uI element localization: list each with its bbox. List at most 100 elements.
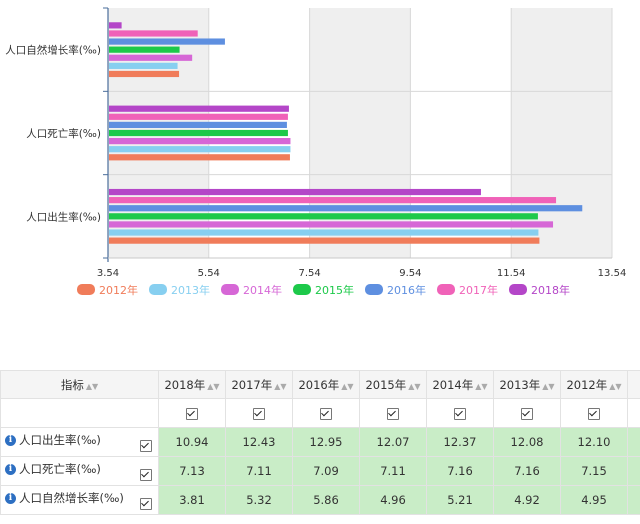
column-checkbox[interactable]	[387, 407, 399, 420]
column-checkbox[interactable]	[320, 407, 332, 420]
value-cell-overflow	[627, 485, 640, 515]
value-cell: 7.16	[493, 456, 561, 486]
grid-band	[309, 8, 411, 258]
bar	[109, 197, 557, 204]
table-row: i 人口出生率(‰) 10.94 12.43 12.95 12.07 12.37 …	[0, 427, 640, 457]
bar	[109, 205, 583, 212]
row-name-cell: i 人口死亡率(‰)	[0, 456, 159, 486]
legend-label: 2012年	[99, 283, 138, 297]
bar	[109, 229, 539, 236]
bar	[109, 138, 291, 145]
bar	[109, 70, 180, 78]
legend-swatch	[221, 284, 239, 295]
bar	[109, 154, 290, 161]
sort-icon[interactable]: ▲▼	[341, 381, 354, 391]
category-label: 人口出生率(‰)	[26, 210, 101, 223]
value-cell: 5.32	[225, 485, 293, 515]
x-tick-label: 13.54	[598, 268, 627, 279]
bar	[109, 188, 481, 196]
empty-cell	[627, 398, 640, 428]
x-tick-label: 3.54	[97, 268, 119, 279]
legend-label: 2017年	[459, 283, 498, 297]
row-checkbox[interactable]	[140, 469, 152, 481]
bar	[109, 54, 193, 61]
bar	[109, 22, 122, 29]
sort-icon[interactable]: ▲▼	[408, 381, 421, 391]
info-icon[interactable]: i	[5, 464, 16, 475]
bar	[109, 105, 289, 112]
column-checkbox-cell	[292, 398, 360, 428]
chart-svg: 人口自然增长率(‰) 人口死亡率(‰) 人口出生率(‰) 3.54 5.54 7.54 9.…	[5, 7, 627, 297]
column-checkbox[interactable]	[186, 407, 198, 420]
bar	[109, 146, 291, 153]
legend-label: 2018年	[531, 283, 570, 297]
row-name: 人口自然增长率(‰)	[19, 491, 124, 505]
table-row: i 人口自然增长率(‰) 3.81 5.32 5.86 4.96 5.21 4.9…	[0, 485, 640, 515]
year-label: 2013年	[499, 377, 541, 392]
header-year-2[interactable]: 2016年 ▲▼	[292, 370, 360, 399]
x-tick-label: 5.54	[198, 268, 220, 279]
value-cell: 3.81	[158, 485, 226, 515]
value-cell: 10.94	[158, 427, 226, 457]
data-table: 指标 ▲▼ 2018年 ▲▼ 2017年 ▲▼ 2016年 ▲▼ 2015年 ▲▼ 201…	[0, 370, 640, 515]
header-indicator[interactable]: 指标 ▲▼	[0, 370, 159, 399]
header-year-4[interactable]: 2014年 ▲▼	[426, 370, 494, 399]
info-icon[interactable]: i	[5, 435, 16, 446]
legend-swatch	[149, 284, 167, 295]
row-name-cell: i 人口出生率(‰)	[0, 427, 159, 457]
bar	[109, 221, 554, 228]
bar	[109, 237, 540, 244]
column-checkbox-cell	[560, 398, 628, 428]
bar	[109, 38, 225, 45]
bar	[109, 62, 178, 69]
legend-swatch	[437, 284, 455, 295]
year-label: 2015年	[365, 377, 407, 392]
column-checkbox[interactable]	[588, 407, 600, 420]
sort-icon[interactable]: ▲▼	[85, 381, 99, 391]
bar	[109, 46, 180, 53]
bar	[109, 30, 198, 37]
year-label: 2012年	[566, 377, 608, 392]
value-cell: 12.07	[359, 427, 427, 457]
header-overflow	[627, 370, 640, 399]
category-label: 人口死亡率(‰)	[26, 127, 101, 140]
bar	[109, 213, 538, 220]
value-cell: 5.86	[292, 485, 360, 515]
value-cell: 12.95	[292, 427, 360, 457]
header-year-1[interactable]: 2017年 ▲▼	[225, 370, 293, 399]
header-year-3[interactable]: 2015年 ▲▼	[359, 370, 427, 399]
column-checkbox[interactable]	[454, 407, 466, 420]
info-icon[interactable]: i	[5, 493, 16, 504]
header-year-5[interactable]: 2013年 ▲▼	[493, 370, 561, 399]
year-label: 2016年	[298, 377, 340, 392]
header-year-6[interactable]: 2012年 ▲▼	[560, 370, 628, 399]
value-cell: 12.10	[560, 427, 628, 457]
category-label: 人口自然增长率(‰)	[5, 44, 101, 57]
row-checkbox[interactable]	[140, 440, 152, 452]
legend-label: 2014年	[243, 283, 282, 297]
table-row: i 人口死亡率(‰) 7.13 7.11 7.09 7.11 7.16 7.16 …	[0, 456, 640, 486]
header-year-0[interactable]: 2018年 ▲▼	[158, 370, 226, 399]
row-checkbox[interactable]	[140, 498, 152, 510]
sort-icon[interactable]: ▲▼	[274, 381, 287, 391]
column-checkbox-cell	[158, 398, 226, 428]
value-cell: 12.43	[225, 427, 293, 457]
column-checkbox-cell	[225, 398, 293, 428]
value-cell: 7.15	[560, 456, 628, 486]
bar-chart: 人口自然增长率(‰) 人口死亡率(‰) 人口出生率(‰) 3.54 5.54 7.54 9.…	[5, 7, 627, 297]
column-checkbox[interactable]	[253, 407, 265, 420]
sort-icon[interactable]: ▲▼	[609, 381, 622, 391]
empty-cell	[0, 398, 159, 428]
value-cell-overflow	[627, 427, 640, 457]
column-checkbox-cell	[426, 398, 494, 428]
column-checkbox[interactable]	[521, 407, 533, 420]
sort-icon[interactable]: ▲▼	[475, 381, 488, 391]
legend-swatch	[365, 284, 383, 295]
sort-icon[interactable]: ▲▼	[542, 381, 555, 391]
value-cell: 12.37	[426, 427, 494, 457]
value-cell: 4.92	[493, 485, 561, 515]
legend-swatch	[509, 284, 527, 295]
sort-icon[interactable]: ▲▼	[207, 381, 220, 391]
year-label: 2017年	[231, 377, 273, 392]
value-cell-overflow	[627, 456, 640, 486]
